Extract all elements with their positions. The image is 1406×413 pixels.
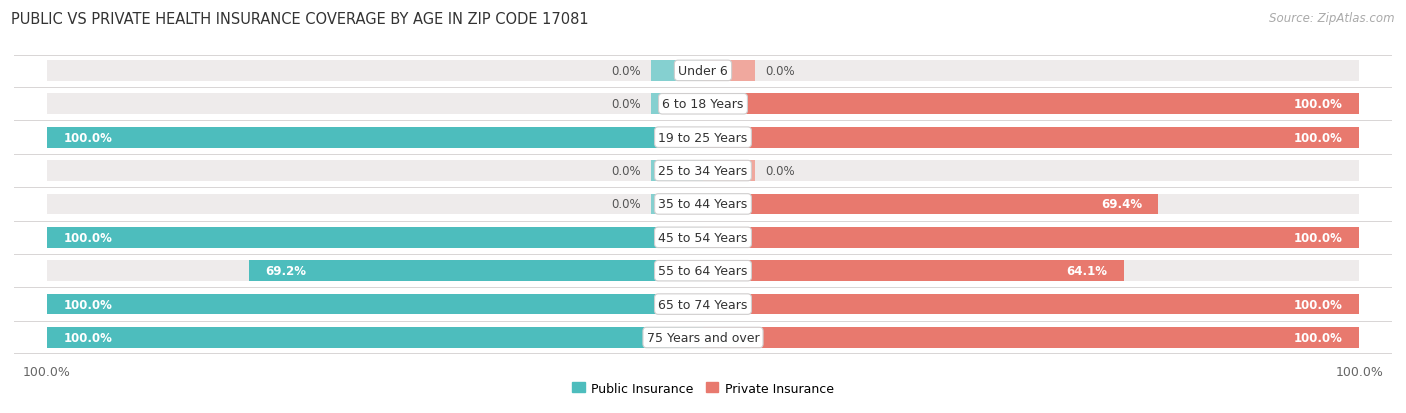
Text: 100.0%: 100.0%: [63, 131, 112, 144]
Text: 45 to 54 Years: 45 to 54 Years: [658, 231, 748, 244]
Bar: [46, 194, 703, 215]
Bar: [703, 128, 1360, 148]
Text: 6 to 18 Years: 6 to 18 Years: [662, 98, 744, 111]
Bar: [46, 261, 703, 281]
Text: 19 to 25 Years: 19 to 25 Years: [658, 131, 748, 144]
Text: 100.0%: 100.0%: [1294, 331, 1343, 344]
Text: 100.0%: 100.0%: [63, 231, 112, 244]
Text: 0.0%: 0.0%: [612, 165, 641, 178]
Text: 35 to 44 Years: 35 to 44 Years: [658, 198, 748, 211]
Bar: [46, 128, 703, 148]
Text: 0.0%: 0.0%: [612, 198, 641, 211]
Bar: [651, 194, 703, 215]
Text: 100.0%: 100.0%: [63, 331, 112, 344]
Bar: [703, 94, 1360, 115]
Bar: [703, 328, 1360, 348]
Text: 0.0%: 0.0%: [612, 98, 641, 111]
Bar: [46, 294, 703, 315]
Bar: [46, 328, 703, 348]
Bar: [703, 161, 755, 181]
Bar: [703, 61, 755, 81]
Legend: Public Insurance, Private Insurance: Public Insurance, Private Insurance: [567, 377, 839, 399]
Text: 0.0%: 0.0%: [765, 65, 794, 78]
Bar: [703, 228, 1360, 248]
Text: 0.0%: 0.0%: [765, 165, 794, 178]
Bar: [703, 194, 1360, 215]
Text: 25 to 34 Years: 25 to 34 Years: [658, 165, 748, 178]
Bar: [46, 328, 703, 348]
Bar: [703, 128, 1360, 148]
Bar: [703, 228, 1360, 248]
Bar: [703, 261, 1360, 281]
Text: 69.2%: 69.2%: [266, 265, 307, 278]
Text: 100.0%: 100.0%: [1294, 98, 1343, 111]
Bar: [651, 161, 703, 181]
Bar: [46, 128, 703, 148]
Bar: [703, 61, 1360, 81]
Bar: [703, 294, 1360, 315]
Text: 69.4%: 69.4%: [1101, 198, 1142, 211]
Bar: [703, 328, 1360, 348]
Text: PUBLIC VS PRIVATE HEALTH INSURANCE COVERAGE BY AGE IN ZIP CODE 17081: PUBLIC VS PRIVATE HEALTH INSURANCE COVER…: [11, 12, 589, 27]
Text: Source: ZipAtlas.com: Source: ZipAtlas.com: [1270, 12, 1395, 25]
Text: 0.0%: 0.0%: [612, 65, 641, 78]
Bar: [703, 261, 1123, 281]
Text: 55 to 64 Years: 55 to 64 Years: [658, 265, 748, 278]
Bar: [703, 194, 1159, 215]
Text: 75 Years and over: 75 Years and over: [647, 331, 759, 344]
Bar: [46, 294, 703, 315]
Text: Under 6: Under 6: [678, 65, 728, 78]
Bar: [46, 161, 703, 181]
Text: 100.0%: 100.0%: [1294, 231, 1343, 244]
Text: 100.0%: 100.0%: [63, 298, 112, 311]
Bar: [249, 261, 703, 281]
Text: 64.1%: 64.1%: [1066, 265, 1107, 278]
Text: 100.0%: 100.0%: [1294, 298, 1343, 311]
Bar: [46, 61, 703, 81]
Bar: [703, 161, 1360, 181]
Bar: [46, 94, 703, 115]
Bar: [651, 94, 703, 115]
Bar: [46, 228, 703, 248]
Text: 65 to 74 Years: 65 to 74 Years: [658, 298, 748, 311]
Bar: [46, 228, 703, 248]
Text: 100.0%: 100.0%: [1294, 131, 1343, 144]
Bar: [651, 61, 703, 81]
Bar: [703, 94, 1360, 115]
Bar: [703, 294, 1360, 315]
